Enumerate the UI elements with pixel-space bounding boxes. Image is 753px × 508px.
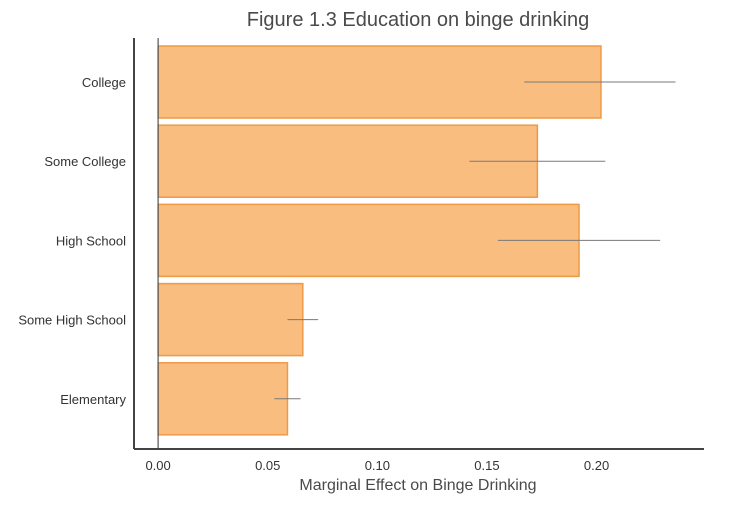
labels-layer: College Some College High School Some High … <box>18 75 609 473</box>
category-label: Elementary <box>60 392 126 407</box>
category-label: Some High School <box>18 313 126 328</box>
x-tick-label: 0.15 <box>474 458 499 473</box>
x-tick-label: 0.10 <box>365 458 390 473</box>
category-label: Some College <box>44 154 126 169</box>
x-tick-label: 0.00 <box>145 458 170 473</box>
bar <box>157 362 289 436</box>
chart-title: Figure 1.3 Education on binge drinking <box>247 9 589 31</box>
error-bars-layer <box>274 81 676 400</box>
x-axis-title: Marginal Effect on Binge Drinking <box>299 477 536 494</box>
x-tick-label: 0.05 <box>255 458 280 473</box>
category-label: College <box>82 75 126 90</box>
axes-layer <box>133 38 704 450</box>
x-tick-label: 0.20 <box>584 458 609 473</box>
bar <box>157 282 304 357</box>
category-label: High School <box>56 233 126 248</box>
